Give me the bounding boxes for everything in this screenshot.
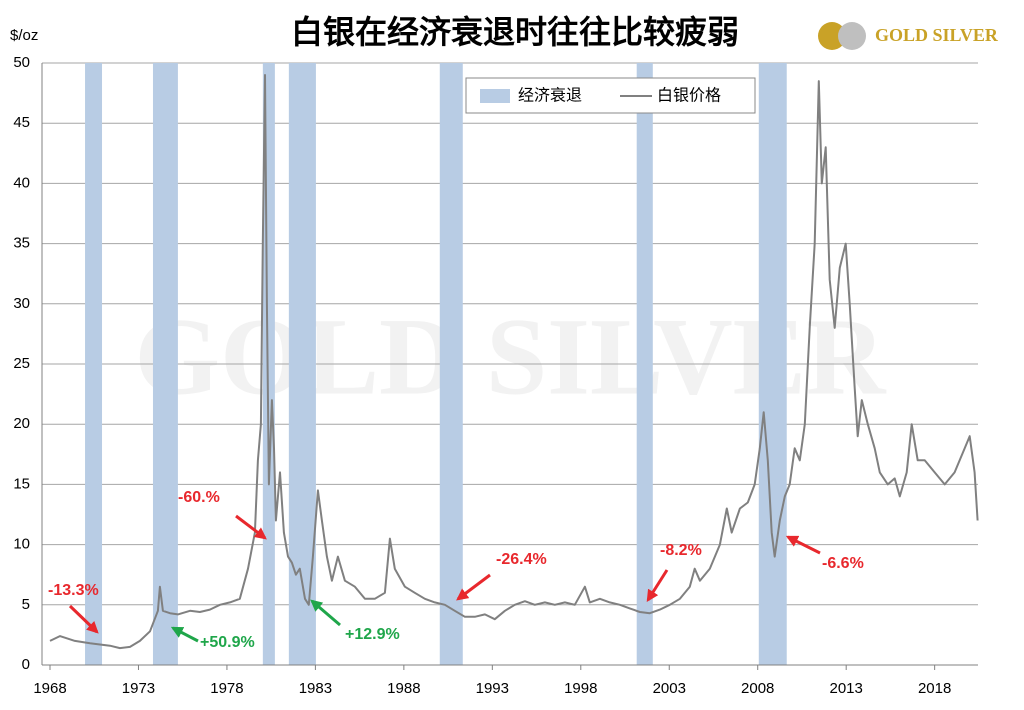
recession-band (636, 63, 653, 665)
plot (41, 62, 979, 670)
y-tick-label: 45 (13, 114, 30, 131)
legend-label: 白银价格 (657, 86, 721, 105)
x-tick-label: 2013 (829, 680, 862, 697)
y-tick-label: 40 (13, 174, 30, 191)
annotation-arrow (68, 604, 99, 634)
annotation-arrow (310, 599, 341, 627)
annotation-label: +12.9% (345, 626, 400, 643)
annotation-arrow (646, 569, 669, 603)
x-tick-label: 1968 (33, 680, 66, 697)
recession-band (439, 63, 463, 665)
y-tick-label: 20 (13, 415, 30, 432)
annotation-label: +50.9% (200, 634, 255, 651)
x-tick-label: 1988 (387, 680, 420, 697)
x-tick-label: 1983 (299, 680, 332, 697)
annotation-label: -6.6% (822, 555, 864, 572)
legend-box (465, 77, 756, 114)
legend: 经济衰退 白银价格 (465, 77, 756, 114)
y-tick-label: 25 (13, 355, 30, 372)
annotation-label: -8.2% (660, 542, 702, 559)
y-tick-label: 30 (13, 295, 30, 312)
y-tick-label: 10 (13, 536, 30, 553)
y-tick-label: 0 (22, 656, 30, 673)
recession-band (85, 63, 103, 665)
y-tick-label: 50 (13, 54, 30, 71)
logo-coin (818, 22, 846, 50)
legend-label: 经济衰退 (518, 86, 582, 105)
annotation-arrow (785, 535, 821, 555)
logo-text: GOLD SILVER (875, 25, 999, 45)
y-unit: $/oz (10, 27, 38, 44)
annotation-arrow (456, 573, 491, 601)
x-tick-label: 2008 (741, 680, 774, 697)
logo: GOLD SILVER (818, 22, 999, 50)
annotation-label: -13.3% (48, 582, 99, 599)
y-tick-label: 35 (13, 235, 30, 252)
logo-coin (838, 22, 866, 50)
y-tick-label: 15 (13, 475, 30, 492)
annotation-label: -60.% (178, 489, 220, 506)
annotation-label: -26.4% (496, 551, 547, 568)
annotation-arrow (235, 514, 267, 540)
x-tick-label: 2018 (918, 680, 951, 697)
x-tick-label: 1978 (210, 680, 243, 697)
recession-band (152, 63, 178, 665)
chart-title: 白银在经济衰退时往往比较疲弱 (291, 13, 739, 51)
annotation-arrow (170, 626, 199, 643)
x-tick-label: 2003 (653, 680, 686, 697)
x-tick-label: 1993 (476, 680, 509, 697)
y-tick-label: 5 (22, 596, 30, 613)
legend-swatch (480, 89, 510, 103)
x-tick-label: 1973 (122, 680, 155, 697)
recession-band (758, 63, 787, 665)
x-tick-label: 1998 (564, 680, 597, 697)
